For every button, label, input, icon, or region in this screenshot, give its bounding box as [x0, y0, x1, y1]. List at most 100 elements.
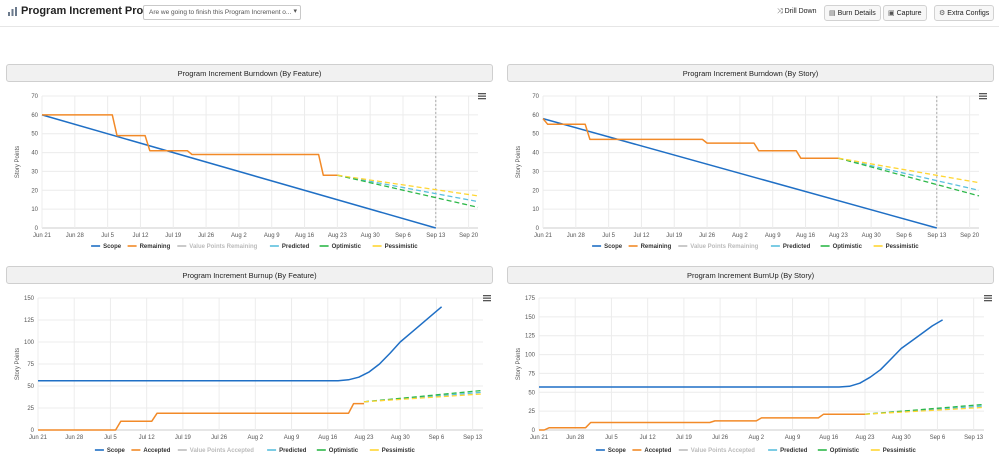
legend-label: Scope: [604, 244, 623, 250]
x-tick-label: Jun 21: [29, 435, 48, 441]
legend-item-predicted[interactable]: Predicted: [768, 448, 808, 454]
sub-toolbar: [0, 26, 999, 36]
y-axis-label: Story Points: [15, 146, 21, 178]
x-tick-label: Sep 6: [896, 233, 912, 239]
x-tick-label: Jun 21: [534, 233, 553, 239]
legend-item-scope[interactable]: Scope: [91, 244, 122, 250]
x-tick-label: Aug 30: [391, 435, 411, 441]
legend-item-scope[interactable]: Scope: [94, 448, 126, 454]
capture-button[interactable]: ▣ Capture: [883, 5, 927, 21]
x-tick-label: Aug 2: [748, 435, 764, 441]
x-tick-label: Sep 13: [927, 233, 947, 239]
y-tick-label: 0: [31, 428, 35, 434]
legend-label: Pessimistic: [883, 448, 917, 454]
series-line-scope: [539, 319, 943, 388]
legend-item-value-points-accepted[interactable]: Value Points Accepted: [678, 448, 755, 454]
legend-item-scope[interactable]: Scope: [595, 448, 627, 454]
x-tick-label: Jul 26: [211, 435, 228, 441]
legend-item-optimistic[interactable]: Optimistic: [817, 448, 860, 454]
extra-configs-button[interactable]: ⚙ Extra Configs: [934, 5, 995, 21]
burn-details-button[interactable]: ▤ Burn Details: [824, 5, 881, 21]
y-tick-label: 150: [525, 315, 536, 321]
y-tick-label: 20: [532, 188, 539, 194]
legend-item-accepted[interactable]: Accepted: [131, 448, 171, 454]
capture-label: Capture: [896, 10, 922, 17]
legend-item-optimistic[interactable]: Optimistic: [319, 244, 362, 250]
drill-down-button[interactable]: ⤨ Drill Down: [773, 5, 821, 21]
x-tick-label: Aug 9: [264, 233, 280, 239]
y-tick-label: 70: [532, 94, 539, 100]
panel-title: Program Increment Burndown (By Story): [682, 69, 819, 78]
legend-item-optimistic[interactable]: Optimistic: [316, 448, 359, 454]
legend-label: Value Points Remaining: [189, 244, 257, 250]
legend-label: Optimistic: [833, 244, 863, 250]
page-title: Program Increment Progress: [21, 5, 173, 17]
legend-item-pessimistic[interactable]: Pessimistic: [372, 244, 419, 250]
y-tick-label: 50: [31, 132, 38, 138]
question-dropdown[interactable]: Are we going to finish this Program Incr…: [143, 5, 301, 20]
series-line-predicted: [838, 157, 980, 191]
legend-label: Pessimistic: [886, 244, 920, 250]
series-line-optimistic: [337, 174, 479, 208]
legend-item-pessimistic[interactable]: Pessimistic: [873, 244, 920, 250]
legend-item-scope[interactable]: Scope: [592, 244, 623, 250]
y-tick-label: 75: [528, 371, 535, 377]
legend-item-value-points-remaining[interactable]: Value Points Remaining: [678, 244, 759, 250]
legend-label: Scope: [103, 244, 122, 250]
legend-item-pessimistic[interactable]: Pessimistic: [369, 448, 416, 454]
legend-item-remaining[interactable]: Remaining: [127, 244, 171, 250]
legend-label: Accepted: [644, 448, 671, 454]
x-tick-label: Jul 12: [132, 233, 149, 239]
legend-item-predicted[interactable]: Predicted: [267, 448, 307, 454]
dropdown-value: Are we going to finish this Program Incr…: [149, 9, 292, 16]
legend-label: Predicted: [783, 244, 811, 250]
panel-title: Program Increment Burnup (By Feature): [182, 271, 317, 280]
x-tick-label: Aug 23: [328, 233, 348, 239]
x-tick-label: Jun 28: [65, 435, 84, 441]
x-tick-label: Jul 12: [139, 435, 156, 441]
x-tick-label: Sep 13: [463, 435, 483, 441]
document-icon: ▤: [829, 10, 836, 17]
x-tick-label: Jun 21: [530, 435, 549, 441]
legend-item-optimistic[interactable]: Optimistic: [820, 244, 863, 250]
legend-item-value-points-accepted[interactable]: Value Points Accepted: [177, 448, 254, 454]
panel-header-burnup-feature: Program Increment Burnup (By Feature): [6, 266, 493, 284]
legend-label: Scope: [107, 448, 126, 454]
x-tick-label: Aug 30: [361, 233, 381, 239]
legend-label: Optimistic: [830, 448, 860, 454]
legend-item-value-points-remaining[interactable]: Value Points Remaining: [177, 244, 258, 250]
y-tick-label: 70: [31, 94, 38, 100]
y-tick-label: 50: [532, 132, 539, 138]
legend-label: Pessimistic: [385, 244, 419, 250]
y-tick-label: 0: [536, 226, 540, 232]
menu-bar: [483, 297, 491, 299]
chart-menu-icon[interactable]: [481, 291, 493, 302]
y-tick-label: 0: [35, 226, 39, 232]
legend-item-remaining[interactable]: Remaining: [628, 244, 672, 250]
legend-item-pessimistic[interactable]: Pessimistic: [870, 448, 917, 454]
series-line-accepted: [539, 413, 865, 431]
x-tick-label: Aug 16: [819, 435, 839, 441]
x-tick-label: Sep 13: [964, 435, 984, 441]
y-tick-label: 100: [24, 340, 35, 346]
menu-bar: [478, 93, 486, 95]
legend-label: Accepted: [143, 448, 170, 454]
gear-icon: ⚙: [939, 10, 946, 17]
x-tick-label: Sep 20: [459, 233, 479, 239]
x-tick-label: Aug 23: [354, 435, 374, 441]
chart-menu-icon[interactable]: [982, 291, 994, 302]
y-axis-label: Story Points: [516, 348, 522, 380]
x-tick-label: Jul 5: [605, 435, 618, 441]
legend-item-predicted[interactable]: Predicted: [770, 244, 811, 250]
chart-menu-icon[interactable]: [476, 89, 488, 100]
legend-item-predicted[interactable]: Predicted: [269, 244, 310, 250]
y-tick-label: 60: [532, 113, 539, 119]
y-tick-label: 50: [27, 384, 34, 390]
series-line-predicted: [337, 174, 479, 203]
legend-item-accepted[interactable]: Accepted: [632, 448, 672, 454]
panel-title: Program Increment BurnUp (By Story): [686, 271, 815, 280]
legend-label: Remaining: [140, 244, 171, 250]
chart-menu-icon[interactable]: [977, 89, 989, 100]
y-tick-label: 40: [31, 151, 38, 157]
y-tick-label: 25: [27, 406, 34, 412]
